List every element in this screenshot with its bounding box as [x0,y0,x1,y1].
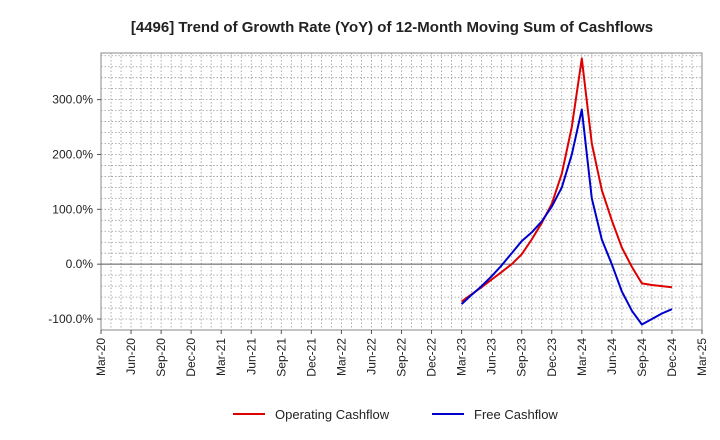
series-line-free-cashflow [460,108,673,326]
y-tick-label: 0.0% [66,257,94,271]
x-tick-label: Dec-24 [665,338,679,377]
x-tick-label: Dec-22 [425,338,439,377]
x-tick-label: Sep-21 [274,338,288,377]
x-tick-label: Sep-20 [154,338,168,377]
x-tick-label: Dec-20 [184,338,198,377]
x-tick-label: Jun-22 [364,338,378,375]
x-tick-label: Mar-24 [575,338,589,376]
x-tick-label: Mar-25 [695,338,709,376]
series-line-operating-cashflow [461,57,673,303]
x-tick-label: Sep-22 [395,338,409,377]
x-tick-label: Mar-21 [214,338,228,376]
x-tick-label: Sep-24 [635,338,649,377]
x-tick-label: Sep-23 [515,338,529,377]
x-tick-label: Dec-21 [304,338,318,377]
axes: -100.0% 0.0% 100.0% 200.0% 300.0% Mar-20 Jun-2… [48,93,709,377]
y-tick-label: 300.0% [52,93,93,107]
legend-label-operating-cashflow: Operating Cashflow [275,407,390,422]
x-tick-label: Jun-20 [124,338,138,375]
x-tick-label: Mar-20 [94,338,108,376]
x-tick-label: Dec-23 [545,338,559,377]
legend: Operating Cashflow Free Cashflow [233,407,558,422]
x-tick-label: Jun-24 [605,338,619,375]
chart-title: [4496] Trend of Growth Rate (YoY) of 12-… [131,19,653,36]
y-tick-label: 100.0% [52,202,93,216]
x-tick-label: Mar-22 [334,338,348,376]
grid [100,52,703,331]
series-lines [460,57,673,326]
x-tick-label: Jun-23 [485,338,499,375]
legend-label-free-cashflow: Free Cashflow [474,407,558,422]
y-tick-label: 200.0% [52,147,93,161]
x-tick-label: Jun-21 [244,338,258,375]
x-tick-label: Mar-23 [455,338,469,376]
y-tick-label: -100.0% [48,312,93,326]
